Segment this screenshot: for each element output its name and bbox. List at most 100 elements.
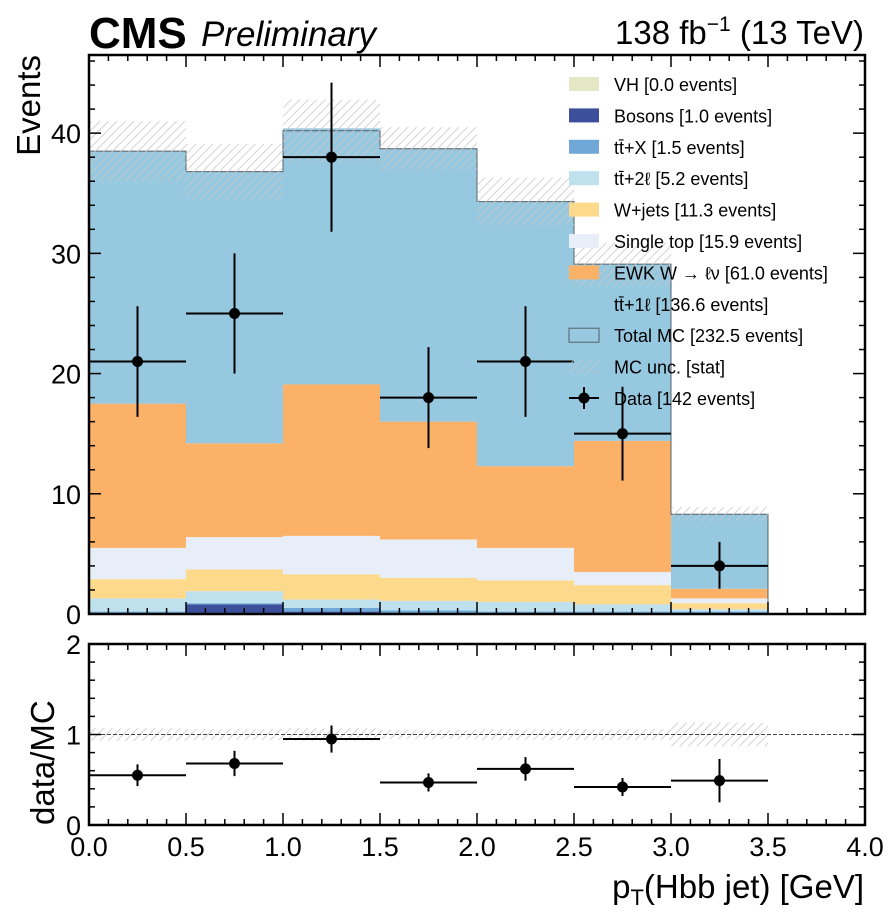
x-tick-label-2.5: 2.5 — [555, 832, 593, 862]
x-tick-label-0.5: 0.5 — [167, 832, 205, 862]
x-axis-title-subscript: T — [630, 885, 643, 910]
main-y-tick-label-20: 20 — [51, 360, 81, 390]
ratio-point-2 — [326, 733, 337, 745]
main-y-tick-label-0: 0 — [66, 600, 81, 630]
legend-label-9: MC unc. [stat] — [614, 358, 725, 378]
data-point-3 — [423, 392, 434, 404]
stack-bar-s5-b1 — [186, 537, 283, 570]
ratio-y-tick-label-1: 1 — [66, 721, 81, 751]
ratio-point-0 — [132, 769, 143, 781]
ratio-unc-b4 — [477, 729, 574, 740]
stack-bar-s3-b4 — [477, 601, 574, 612]
legend-label-4: W+jets [11.3 events] — [614, 201, 776, 221]
stack-bar-s6-b0 — [89, 403, 186, 548]
stack-bar-s4-b1 — [186, 569, 283, 592]
experiment-label: CMS — [89, 9, 187, 58]
stack-bar-s3-b3 — [380, 600, 477, 611]
stack-bar-s4-b0 — [89, 579, 186, 599]
stack-bar-s3-b1 — [186, 591, 283, 604]
x-tick-label-2.0: 2.0 — [458, 832, 496, 862]
x-tick-label-1.0: 1.0 — [264, 832, 302, 862]
main-y-tick-label-30: 30 — [51, 239, 81, 269]
mc-unc-b4 — [477, 177, 574, 226]
data-point-4 — [520, 356, 531, 368]
stack-bar-s4-b4 — [477, 580, 574, 602]
legend-label-7: tt̄+1ℓ [136.6 events] — [614, 295, 768, 315]
stack-bar-s2-b3 — [380, 610, 477, 614]
main-y-tick-label-40: 40 — [51, 119, 81, 149]
legend: VH [0.0 events] Bosons [1.0 events] tt̄+X … — [568, 75, 828, 409]
ratio-y-tick-label-0: 0 — [66, 811, 81, 841]
data-point-5 — [617, 428, 628, 440]
ratio-point-3 — [423, 776, 434, 788]
x-tick-label-0.0: 0.0 — [70, 832, 108, 862]
stack-bar-s4-b2 — [283, 574, 380, 600]
stack-bar-s5-b3 — [380, 539, 477, 578]
stack-bar-s4-b6 — [671, 603, 768, 610]
legend-label-3: tt̄+2ℓ [5.2 events] — [614, 169, 748, 189]
ratio-point-4 — [520, 763, 531, 775]
stack-bar-s4-b5 — [574, 585, 671, 605]
stack-bar-s6-b6 — [671, 588, 768, 599]
stack-bar-s6-b1 — [186, 443, 283, 538]
legend-label-2: tt̄+X [1.5 events] — [614, 138, 745, 158]
stack-bar-s3-b5 — [574, 604, 671, 612]
mc-unc-b1 — [186, 143, 283, 200]
stack-bar-s3-b6 — [671, 609, 768, 612]
ratio-point-5 — [617, 781, 628, 793]
ratio-y-axis-title: data/MC — [24, 700, 61, 825]
stack-bar-s3-b0 — [89, 598, 186, 612]
data-point-2 — [326, 151, 337, 163]
ratio-axes: 0.0 0.5 1.0 1.5 2.0 2.5 3.0 3.5 4.0 0 1 2 — [66, 630, 884, 862]
legend-swatch-4 — [569, 202, 599, 217]
stack-bar-s1-b1 — [186, 604, 283, 614]
status-label: Preliminary — [201, 15, 379, 54]
stack-bar-s2-b2 — [283, 607, 380, 612]
stack-bar-s4-b3 — [380, 577, 477, 601]
stack-bar-s3-b2 — [283, 599, 380, 608]
legend-swatch-5 — [569, 234, 599, 248]
ratio-point-1 — [229, 757, 240, 769]
stack-bar-s6-b4 — [477, 466, 574, 548]
ratio-unc-b5 — [574, 729, 671, 740]
legend-swatch-0 — [569, 77, 599, 91]
x-axis-title-rest: (Hbb jet) [GeV] — [644, 868, 864, 905]
ratio-y-tick-label-2: 2 — [66, 630, 81, 660]
main-axes: 0 10 20 30 40 — [51, 53, 867, 630]
lumi-energy: (13 TeV) — [731, 14, 864, 51]
mc-unc-b3 — [380, 127, 477, 171]
lumi-exponent: −1 — [707, 13, 731, 36]
ratio-point-6 — [714, 775, 725, 787]
data-point-0 — [132, 356, 143, 368]
stack-bar-s2-b1 — [186, 603, 283, 605]
legend-swatch-7 — [569, 296, 599, 311]
legend-swatch-6 — [569, 265, 599, 280]
x-tick-label-3.0: 3.0 — [652, 832, 690, 862]
stack-bar-s5-b6 — [671, 598, 768, 604]
data-points — [89, 82, 768, 589]
data-point-1 — [229, 307, 240, 319]
stack-bar-s5-b0 — [89, 547, 186, 580]
x-tick-label-4.0: 4.0 — [846, 832, 884, 862]
stack-bar-s6-b2 — [283, 384, 380, 536]
legend-data-marker — [578, 392, 590, 404]
legend-swatch-1 — [569, 108, 599, 123]
legend-label-0: VH [0.0 events] — [614, 75, 737, 95]
x-tick-label-3.5: 3.5 — [749, 832, 787, 862]
mc-unc-b6 — [671, 507, 768, 522]
stack-bar-s5-b5 — [574, 571, 671, 586]
luminosity-label: 138 fb−1 (13 TeV) — [615, 13, 864, 51]
stack-bar-s5-b2 — [283, 535, 380, 575]
x-tick-label-1.5: 1.5 — [361, 832, 399, 862]
y-axis-title: Events — [10, 55, 47, 156]
ratio-points — [89, 725, 768, 803]
legend-swatch-total-mc — [568, 327, 600, 343]
stack-bar-s5-b4 — [477, 547, 574, 581]
legend-swatch-3 — [569, 171, 599, 186]
lumi-value: 138 fb — [615, 14, 707, 51]
mc-unc-b0 — [89, 121, 186, 182]
x-axis-title: pT(Hbb jet) [GeV] — [612, 868, 864, 910]
main-y-tick-label-10: 10 — [51, 480, 81, 510]
